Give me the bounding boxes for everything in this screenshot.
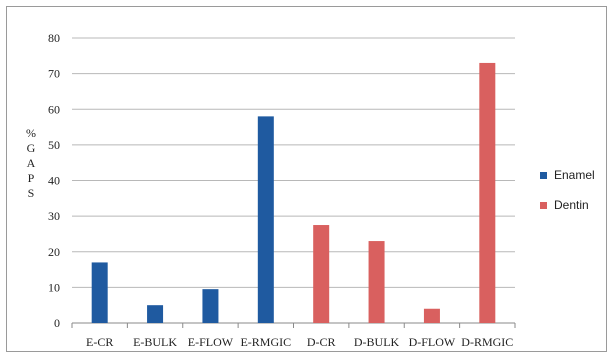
ylabel-letter-0: % [26, 126, 36, 140]
legend-label-enamel: Enamel [554, 168, 595, 182]
y-tick-label: 50 [48, 138, 60, 152]
legend-swatch-enamel [540, 172, 547, 179]
legend-swatch-dentin [540, 202, 547, 209]
bar-enamel-e-bulk [147, 305, 164, 323]
y-axis: 0 10 20 30 40 50 60 70 80 [48, 31, 60, 330]
y-tick-label: 60 [48, 102, 60, 116]
x-tick-label: D-BULK [354, 335, 400, 349]
bar-enamel-e-flow [202, 289, 219, 323]
grid-lines [72, 37, 515, 324]
bar-dentin-d-cr [313, 225, 330, 323]
ylabel-letter-3: P [28, 171, 35, 185]
y-axis-label: % G A P S [26, 126, 36, 200]
x-tick-label: D-CR [307, 335, 336, 349]
y-tick-label: 10 [48, 280, 60, 294]
ylabel-letter-4: S [28, 186, 35, 200]
x-tick-label: E-RMGIC [240, 335, 291, 349]
legend-label-dentin: Dentin [554, 198, 589, 212]
y-tick-label: 70 [48, 67, 60, 81]
x-tick-label: D-RMGIC [461, 335, 513, 349]
y-tick-label: 40 [48, 174, 60, 188]
bar-dentin-d-flow [423, 308, 440, 323]
bar-dentin-d-rmgic [479, 62, 496, 323]
x-tick-label: D-FLOW [409, 335, 456, 349]
y-tick-label: 80 [48, 31, 60, 45]
x-tick-label: E-BULK [133, 335, 177, 349]
legend: Enamel Dentin [540, 168, 595, 212]
y-tick-label: 0 [54, 316, 60, 330]
ylabel-letter-1: G [27, 141, 36, 155]
y-tick-label: 30 [48, 209, 60, 223]
x-tick-label: E-CR [86, 335, 113, 349]
bars [91, 62, 496, 323]
y-tick-label: 20 [48, 245, 60, 259]
ylabel-letter-2: A [27, 156, 36, 170]
x-tick-label: E-FLOW [188, 335, 234, 349]
bar-enamel-e-cr [91, 262, 108, 323]
bar-enamel-e-rmgic [257, 116, 274, 323]
x-axis: E-CR E-BULK E-FLOW E-RMGIC D-CR D-BULK D-FLOW D… [71, 323, 516, 349]
bar-dentin-d-bulk [368, 241, 385, 323]
